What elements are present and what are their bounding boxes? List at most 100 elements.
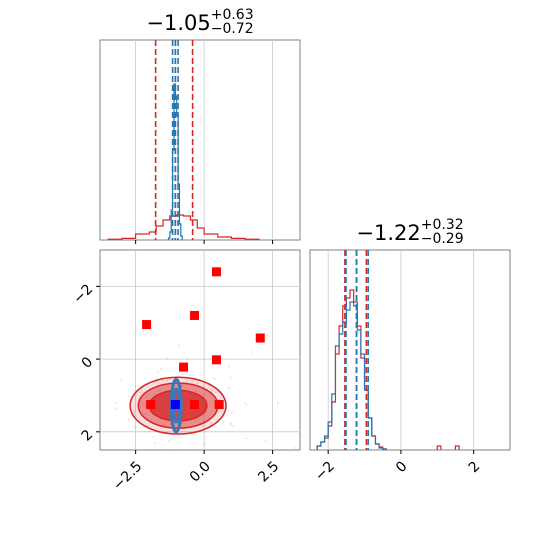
joint-panel xyxy=(99,249,301,451)
joint-sample-dot xyxy=(186,357,188,360)
joint-sample-dot xyxy=(143,413,146,415)
joint-sample-dot xyxy=(141,391,144,393)
joint-red-point-5 xyxy=(179,362,189,372)
joint-sample-dot xyxy=(144,405,147,408)
joint-sample-dot xyxy=(188,374,191,376)
joint-sample-dot xyxy=(210,422,213,424)
joint-sample-dot xyxy=(245,404,248,407)
joint-sample-dot xyxy=(166,357,169,360)
joint-sample-dot xyxy=(195,390,198,393)
joint-red-point-1 xyxy=(142,320,152,330)
marginal2-red-hist-extra-1 xyxy=(454,445,460,450)
joint-sample-dot xyxy=(215,391,217,393)
marginal1-title-sub: −0.72 xyxy=(211,21,254,37)
joint-red-point-9 xyxy=(214,400,224,410)
joint-sample-dot xyxy=(134,425,137,428)
marginal2-title-main: −1.22 xyxy=(356,221,420,245)
marginal2-xtick-label-0: −2 xyxy=(312,458,338,484)
joint-sample-dot xyxy=(168,439,170,442)
joint-sample-dot xyxy=(212,399,214,402)
joint-xtick-label-0: −2.5 xyxy=(110,458,145,493)
joint-red-point-2 xyxy=(190,310,200,320)
marginal2-xtick-label-2: 2 xyxy=(466,458,484,476)
joint-blue-point-0 xyxy=(170,400,180,410)
joint-sample-dot xyxy=(222,420,225,423)
joint-sample-dot xyxy=(194,389,197,392)
joint-sample-dot xyxy=(265,440,267,443)
joint-sample-dot xyxy=(144,405,147,408)
joint-ytick-label-0: 2 xyxy=(79,427,97,445)
marginal1-title-sup: +0.63 xyxy=(211,7,254,23)
joint-sample-dot xyxy=(120,379,123,382)
marginal2-red-hist-extra-0 xyxy=(436,445,442,450)
marginal1-panel xyxy=(99,39,301,244)
joint-sample-dot xyxy=(115,408,118,410)
joint-xtick-label-1: 0.0 xyxy=(187,458,214,485)
marginal2-title: −1.22+0.32 −0.29 xyxy=(356,217,463,247)
joint-red-point-8 xyxy=(190,400,200,410)
joint-sample-dot xyxy=(166,379,169,382)
joint-sample-dot xyxy=(181,422,184,425)
marginal2-panel xyxy=(309,249,511,451)
joint-sample-dot xyxy=(133,410,136,413)
joint-sample-dot xyxy=(205,411,208,414)
joint-sample-dot xyxy=(229,422,232,425)
joint-sample-dot xyxy=(152,436,155,439)
joint-sample-dot xyxy=(156,371,159,374)
joint-sample-dot xyxy=(200,425,203,427)
joint-sample-dot xyxy=(144,402,147,404)
joint-sample-dot xyxy=(229,376,232,379)
joint-sample-dot xyxy=(244,437,247,440)
joint-ytick-label-1: 0 xyxy=(79,354,97,372)
joint-sample-dot xyxy=(191,380,193,382)
joint-red-point-4 xyxy=(211,355,221,365)
joint-sample-dot xyxy=(192,379,195,382)
joint-sample-dot xyxy=(154,442,156,444)
joint-sample-dot xyxy=(177,434,180,437)
marginal2-title-sup: +0.32 xyxy=(421,217,464,233)
marginal2-frame xyxy=(309,249,511,451)
joint-sample-dot xyxy=(178,344,180,347)
joint-sample-dot xyxy=(294,447,297,449)
joint-sample-dot xyxy=(161,380,164,383)
marginal1-title-main: −1.05 xyxy=(146,11,210,35)
joint-sample-dot xyxy=(203,442,206,445)
joint-sample-dot xyxy=(228,386,231,389)
joint-sample-dot xyxy=(180,384,183,387)
joint-sample-dot xyxy=(168,378,171,381)
marginal1-title: −1.05+0.63 −0.72 xyxy=(146,7,253,37)
joint-sample-dot xyxy=(145,396,148,399)
joint-sample-dot xyxy=(141,403,144,406)
joint-sample-dot xyxy=(158,388,161,390)
marginal1-red-hist xyxy=(107,214,260,240)
marginal1-frame xyxy=(99,39,301,241)
joint-sample-dot xyxy=(231,411,234,414)
joint-sample-dot xyxy=(139,391,141,394)
joint-sample-dot xyxy=(185,372,188,375)
joint-sample-dot xyxy=(276,402,279,404)
joint-sample-dot xyxy=(147,430,150,433)
joint-xtick-label-2: 2.5 xyxy=(255,458,282,485)
joint-sample-dot xyxy=(197,418,200,421)
joint-sample-dot xyxy=(115,401,117,404)
joint-frame xyxy=(99,249,301,451)
joint-sample-dot xyxy=(232,425,235,427)
joint-red-point-6 xyxy=(146,400,156,410)
joint-sample-dot xyxy=(181,373,184,376)
joint-sample-dot xyxy=(227,387,229,389)
joint-sample-dot xyxy=(159,367,162,370)
marginal2-title-sub: −0.29 xyxy=(421,231,464,247)
joint-ytick-label-2: −2 xyxy=(70,281,96,307)
joint-sample-dot xyxy=(230,423,232,426)
joint-sample-dot xyxy=(134,385,137,388)
joint-sample-dot xyxy=(213,377,216,380)
joint-sample-dot xyxy=(244,402,246,404)
joint-sample-dot xyxy=(158,418,161,420)
joint-red-point-3 xyxy=(255,333,265,343)
joint-sample-dot xyxy=(196,382,199,385)
joint-sample-dot xyxy=(128,395,131,398)
joint-red-point-0 xyxy=(211,267,221,277)
joint-sample-dot xyxy=(170,437,172,440)
joint-sample-dot xyxy=(163,424,166,426)
